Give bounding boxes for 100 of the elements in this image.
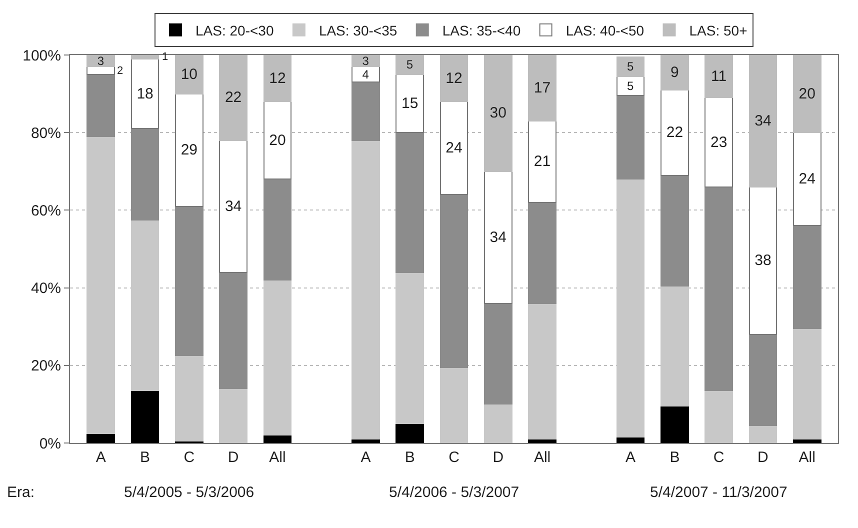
data-label: 22 <box>224 89 242 106</box>
y-tick-label: 0% <box>39 435 61 452</box>
bar <box>484 302 512 405</box>
data-label: 4 <box>362 67 370 82</box>
data-label: 12 <box>446 70 462 87</box>
text: 5/4/2007 - 11/3/2007 <box>650 484 788 501</box>
data-label: 34 <box>490 228 506 246</box>
data-label: 2 <box>117 65 124 77</box>
y-tick-label: 80% <box>30 124 61 142</box>
data-label: 11 <box>711 68 727 85</box>
x-tick-label: B <box>140 449 150 466</box>
bar <box>174 206 204 356</box>
x-tick-label: All <box>798 449 816 466</box>
bar <box>748 425 778 443</box>
data-label: 23 <box>710 134 728 151</box>
bar <box>263 101 292 180</box>
bar <box>660 285 689 407</box>
bar <box>440 366 468 443</box>
x-tick-label: D <box>228 449 239 466</box>
bar <box>130 55 160 60</box>
data-label: 9 <box>670 64 679 81</box>
data-label: 20 <box>269 132 286 149</box>
bar <box>660 406 689 443</box>
bar <box>704 55 734 98</box>
y-tick-label: 40% <box>30 280 61 298</box>
bar <box>660 89 689 176</box>
bar <box>396 74 424 134</box>
bar <box>528 55 556 122</box>
bar <box>396 132 424 273</box>
data-label: 22 <box>666 124 684 142</box>
data-label: 18 <box>136 85 154 102</box>
bar <box>263 55 292 102</box>
legend-label: LAS: 35-<40 <box>442 22 521 38</box>
y-tick-label: 100% <box>22 47 61 64</box>
data-label: 3 <box>362 54 370 68</box>
bar <box>660 174 689 286</box>
data-label: 21 <box>534 153 551 170</box>
bar <box>792 328 822 440</box>
bar <box>174 355 204 442</box>
x-tick-label: B <box>404 449 415 466</box>
bar <box>484 404 512 443</box>
data-label: 5 <box>627 60 634 74</box>
bar <box>263 434 292 443</box>
bar <box>396 272 424 424</box>
legend-label: LAS: 50+ <box>689 22 748 38</box>
bar <box>263 178 292 281</box>
data-label: 30 <box>490 104 506 122</box>
bar <box>440 101 468 196</box>
bar <box>219 272 248 390</box>
bar <box>792 132 822 226</box>
x-tick-label: All <box>534 449 551 466</box>
data-label: 5 <box>406 58 414 72</box>
data-label: 20 <box>798 85 816 102</box>
text: 5/4/2005 - 5/3/2006 <box>124 484 254 501</box>
data-label: 38 <box>754 252 772 270</box>
bar <box>86 55 116 68</box>
bar <box>484 170 512 304</box>
bar <box>748 186 778 335</box>
bar <box>616 56 645 77</box>
x-tick-label: C <box>713 449 724 466</box>
data-label: 3 <box>97 54 104 68</box>
bar <box>130 128 160 220</box>
bar <box>352 55 380 68</box>
x-tick-label: D <box>492 449 504 466</box>
x-tick-label: A <box>626 449 636 466</box>
bar <box>704 186 734 392</box>
bar <box>396 423 424 443</box>
bar <box>396 55 424 75</box>
legend-label: LAS: 20-<30 <box>196 22 274 38</box>
data-label: 5 <box>627 79 634 94</box>
bar <box>174 93 204 207</box>
bar <box>263 280 292 436</box>
data-label: 10 <box>180 66 198 83</box>
bar <box>174 55 204 94</box>
bar <box>86 66 116 75</box>
bar <box>792 225 822 330</box>
bar <box>352 140 380 440</box>
bar <box>616 95 645 180</box>
data-label: 29 <box>180 142 198 159</box>
bar <box>616 178 645 438</box>
x-tick-label: A <box>360 449 371 466</box>
data-label: 12 <box>269 70 286 87</box>
bar <box>440 55 468 102</box>
y-tick-label: 60% <box>30 202 61 220</box>
y-tick-label: 20% <box>30 358 61 375</box>
bar <box>130 58 160 130</box>
bar <box>704 97 734 188</box>
bar <box>130 390 160 443</box>
x-tick-label: B <box>670 449 680 466</box>
bar <box>219 55 248 141</box>
bar <box>219 388 248 443</box>
x-tick-label: All <box>269 449 286 466</box>
bar <box>219 140 248 273</box>
data-label: 17 <box>534 79 551 96</box>
bar <box>86 74 116 137</box>
x-tick-label: C <box>448 449 460 466</box>
bar <box>352 82 380 141</box>
bar <box>86 136 116 434</box>
bar <box>440 194 468 368</box>
text: 5/4/2006 - 5/3/2007 <box>389 484 520 501</box>
